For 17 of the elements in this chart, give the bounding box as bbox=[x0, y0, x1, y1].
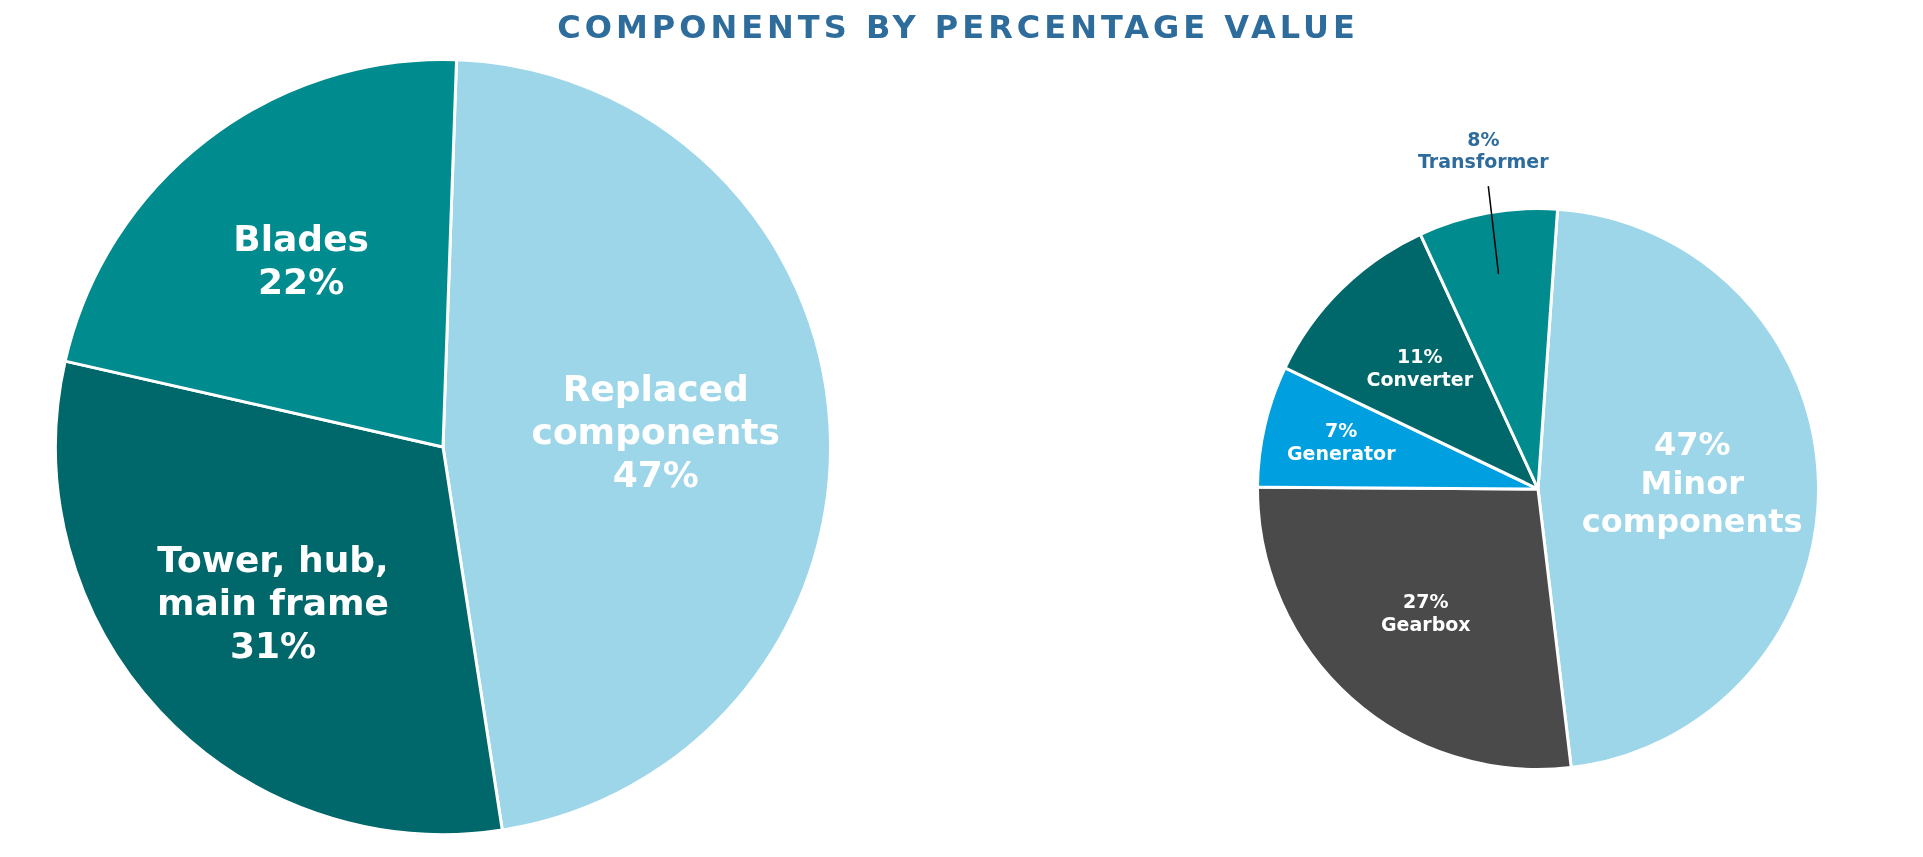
text: COMPONENTS BY PERCENTAGE VALUE bbox=[556, 8, 1360, 48]
data-label: 47% bbox=[1653, 425, 1731, 464]
data-label: 22% bbox=[258, 260, 345, 302]
slice-label: Replaced components bbox=[531, 367, 780, 452]
slice-label: Gearbox bbox=[1381, 612, 1471, 635]
data-label: 31% bbox=[229, 625, 317, 667]
data-label: 8% bbox=[1467, 127, 1500, 150]
data-label: 7% bbox=[1325, 419, 1358, 442]
slice-label: Minor components bbox=[1581, 463, 1803, 540]
data-label: 47% bbox=[612, 453, 699, 495]
data-label: 11% bbox=[1397, 344, 1443, 367]
slice-label: Tower, hub, main frame bbox=[156, 538, 389, 623]
slice-label: Transformer bbox=[1417, 150, 1550, 173]
slice-label: Generator bbox=[1286, 441, 1397, 464]
slice-label: Converter bbox=[1366, 367, 1474, 390]
slice-label: Blades bbox=[233, 217, 369, 259]
data-label: 27% bbox=[1403, 590, 1449, 612]
